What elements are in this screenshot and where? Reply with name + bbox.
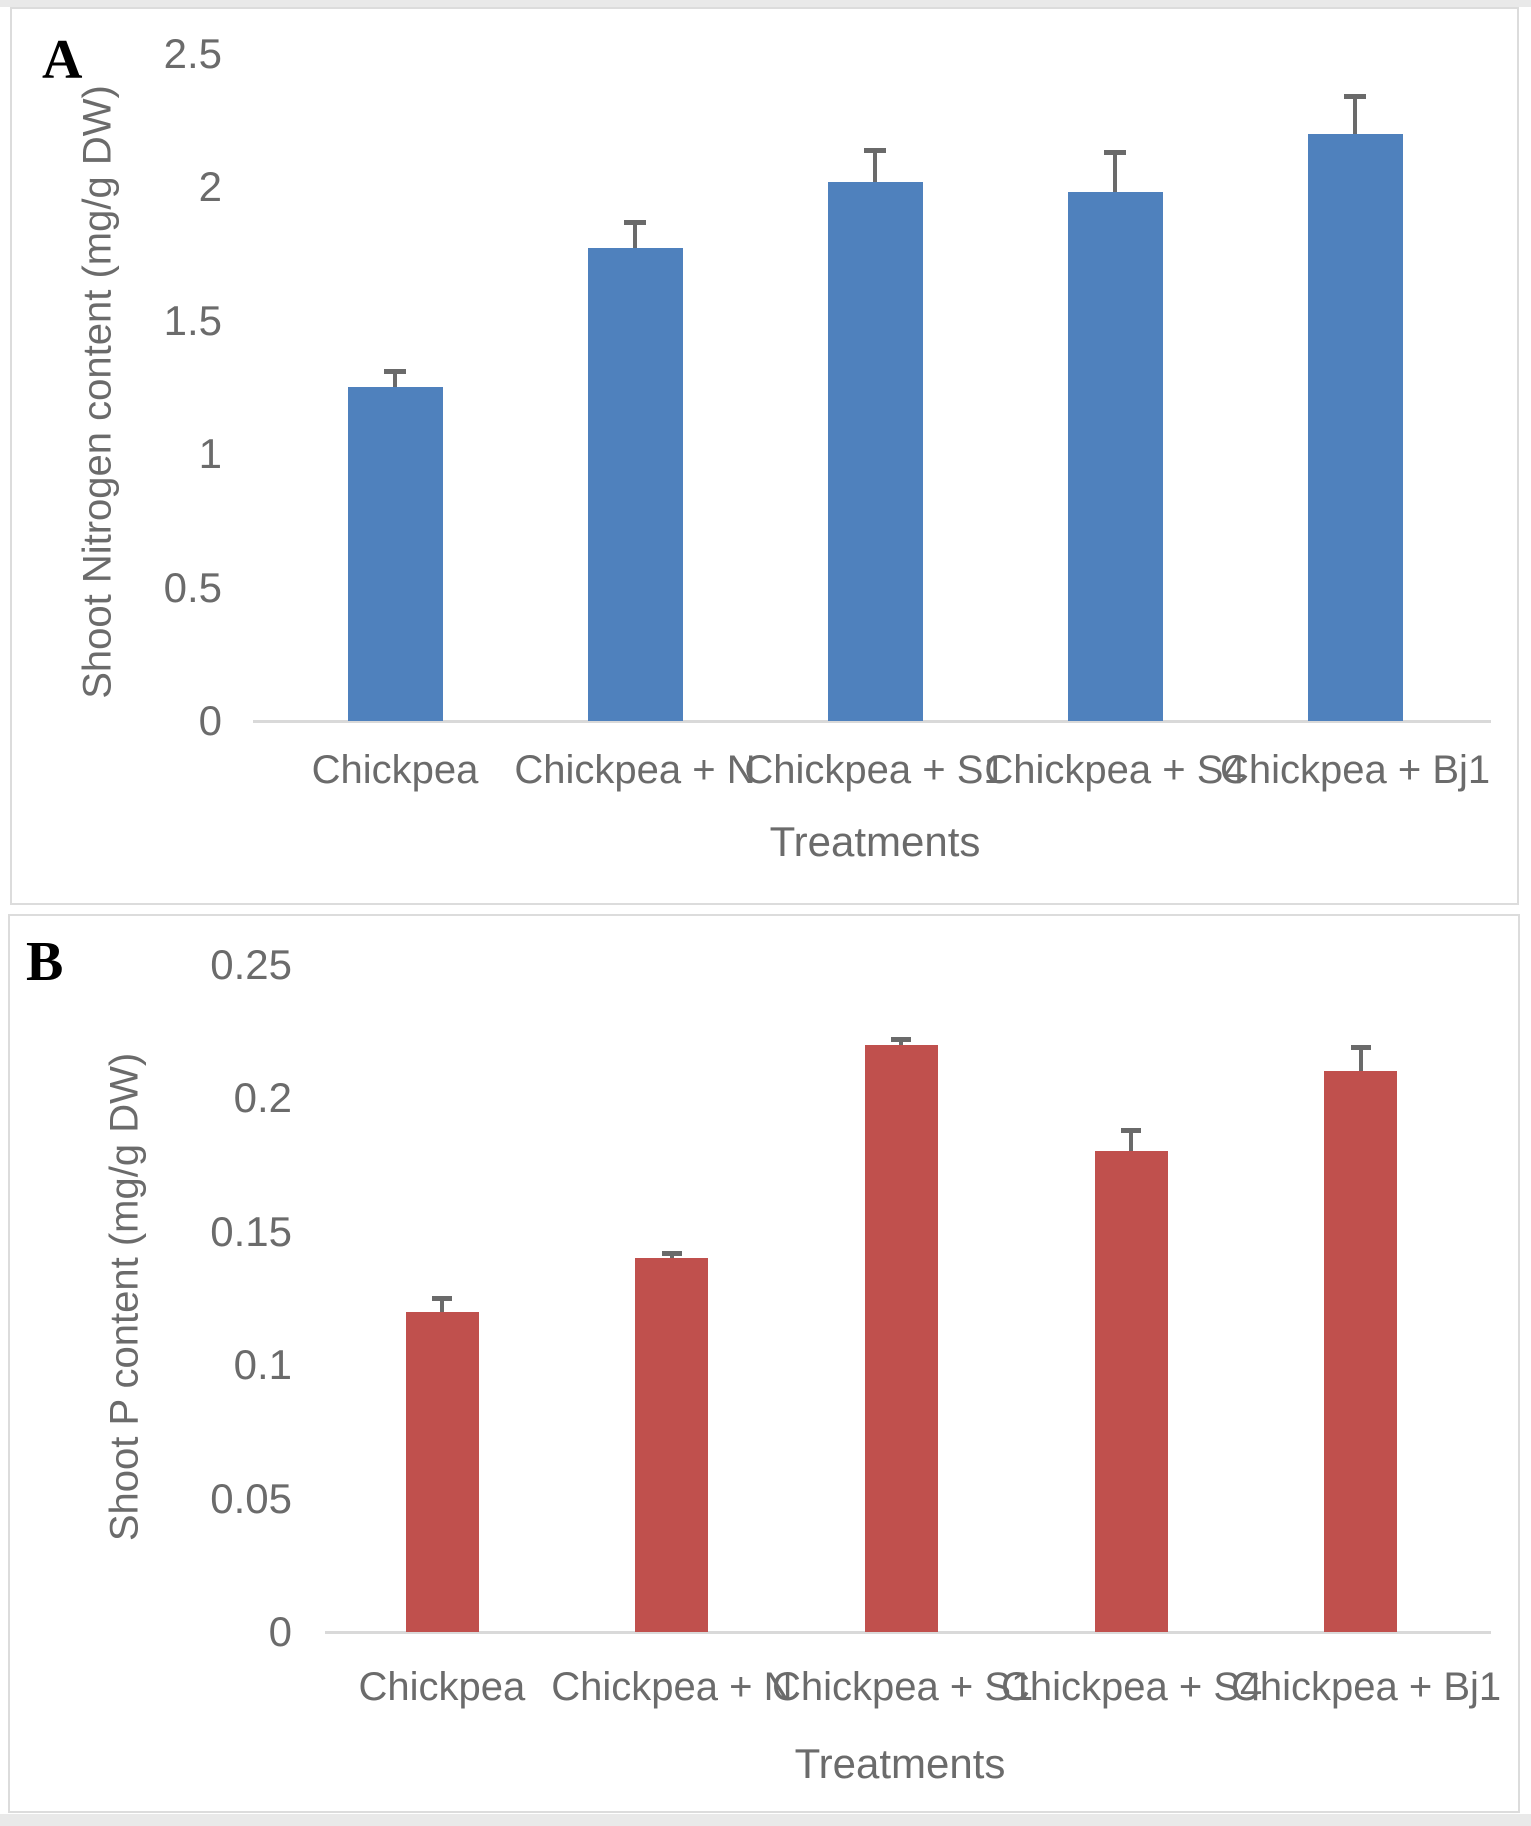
y-tick-label-b: 0.15: [210, 1207, 292, 1255]
y-tick-label-b: 0: [268, 1608, 292, 1655]
y-tick-label-a: 1: [198, 430, 222, 477]
x-category-label-b-2: Chickpea + N: [551, 1665, 793, 1709]
bar-b-2: [635, 1258, 708, 1632]
y-tick-label-a: 0: [198, 697, 222, 744]
error-cap-a-2: [624, 220, 646, 225]
bottom-frame-strip: [0, 1814, 1531, 1826]
y-tick-label-a: 2: [198, 163, 222, 210]
panel-a-box: [10, 7, 1519, 905]
x-axis-title-b: Treatments: [794, 1740, 1006, 1787]
x-axis-line-b: [325, 1631, 1491, 1634]
error-cap-a-3: [864, 148, 886, 153]
error-cap-a-1: [384, 369, 406, 374]
error-whisker-a-4: [1113, 152, 1117, 192]
y-tick-label-a: 1.5: [163, 296, 222, 344]
y-tick-label-b: 0.25: [210, 940, 292, 988]
bar-b-5: [1324, 1071, 1397, 1632]
x-category-label-a-5: Chickpea + Bj1: [1220, 748, 1491, 792]
x-category-label-b-4: Chickpea + S4: [1001, 1665, 1263, 1709]
error-whisker-a-3: [873, 150, 877, 182]
error-cap-b-1: [432, 1296, 452, 1301]
panel-b-letter: B: [26, 931, 64, 993]
y-tick-label-b: 0.2: [233, 1074, 292, 1121]
bar-a-2: [588, 248, 683, 721]
error-whisker-b-5: [1359, 1047, 1363, 1071]
error-cap-a-4: [1104, 150, 1126, 155]
y-tick-label-b: 0.1: [233, 1341, 292, 1388]
error-whisker-b-3: [899, 1039, 903, 1045]
bar-b-4: [1095, 1151, 1168, 1632]
error-whisker-b-4: [1129, 1130, 1133, 1151]
error-cap-b-2: [662, 1251, 682, 1256]
top-frame-strip: [0, 0, 1531, 7]
y-axis-title-b: Shoot P content (mg/g DW): [102, 1052, 147, 1542]
error-cap-a-5: [1344, 94, 1366, 99]
x-category-label-b-5: Chickpea + Bj1: [1231, 1665, 1502, 1709]
bar-a-4: [1068, 192, 1163, 721]
bar-b-3: [865, 1045, 938, 1632]
x-category-label-a-1: Chickpea: [311, 748, 479, 792]
y-tick-label-a: 0.5: [163, 563, 222, 611]
bar-a-1: [348, 387, 443, 721]
x-category-label-a-2: Chickpea + N: [514, 748, 756, 792]
error-cap-b-4: [1121, 1128, 1141, 1133]
x-category-label-b-1: Chickpea: [358, 1665, 526, 1709]
error-cap-b-3: [891, 1037, 911, 1042]
error-whisker-a-2: [633, 222, 637, 248]
panel-a-letter: A: [42, 29, 83, 91]
x-axis-title-a: Treatments: [769, 818, 981, 865]
y-tick-label-b: 0.05: [210, 1474, 292, 1522]
error-whisker-a-1: [393, 371, 397, 387]
error-whisker-a-5: [1353, 96, 1357, 134]
x-category-label-b-3: Chickpea + S1: [772, 1665, 1034, 1709]
y-tick-label-a: 2.5: [163, 29, 222, 77]
error-cap-b-5: [1351, 1045, 1371, 1050]
error-whisker-b-1: [440, 1298, 444, 1312]
x-category-label-a-4: Chickpea + S4: [984, 748, 1246, 792]
x-axis-line-a: [253, 720, 1491, 723]
x-category-label-a-3: Chickpea + S1: [744, 748, 1006, 792]
bar-b-1: [406, 1312, 479, 1632]
bar-a-3: [828, 182, 923, 721]
panel-b-box: [8, 914, 1520, 1813]
bar-a-5: [1308, 134, 1403, 721]
